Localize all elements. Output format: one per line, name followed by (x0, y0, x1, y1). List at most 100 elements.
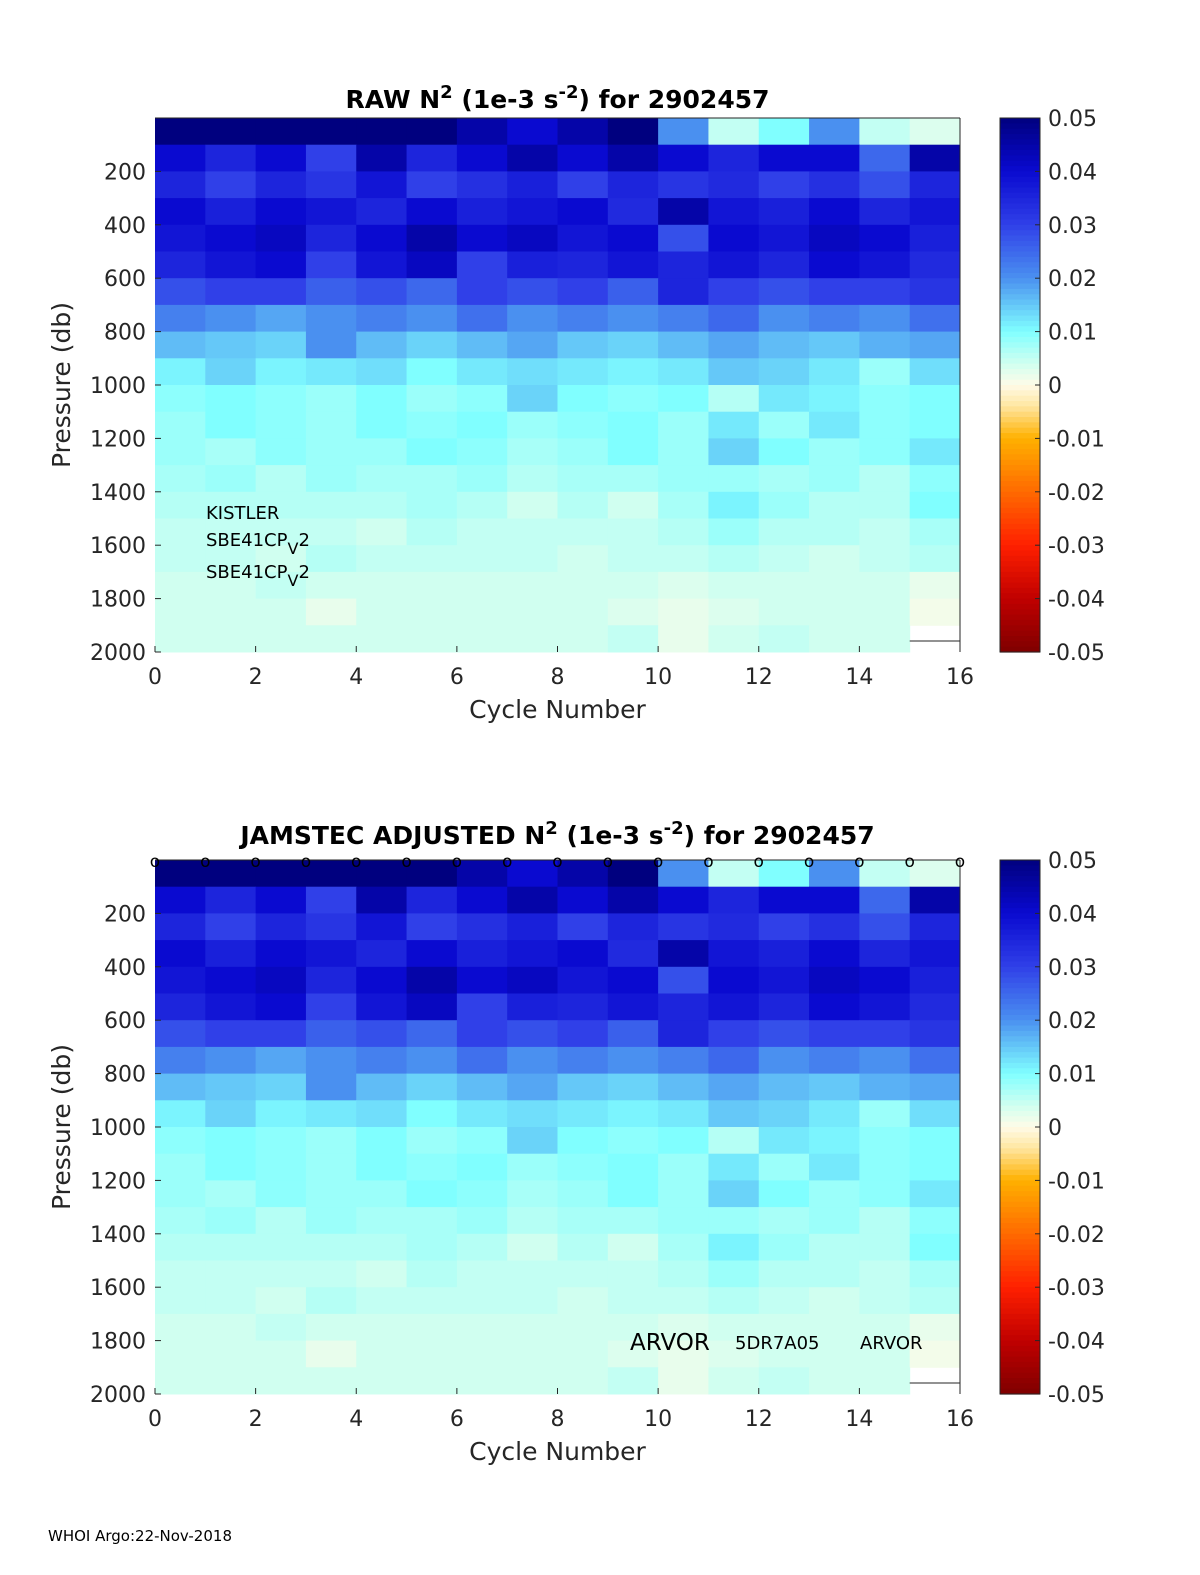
sensor-annotation: 5DR7A05 (735, 1333, 820, 1354)
heatmap-cell (909, 358, 961, 386)
heatmap-cell (406, 251, 458, 279)
heatmap-cell (708, 278, 760, 306)
heatmap-cell (557, 966, 609, 994)
heatmap-cell (708, 118, 760, 146)
heatmap-cell (708, 940, 760, 968)
heatmap-cell (305, 518, 357, 546)
heatmap-cell (255, 1020, 307, 1048)
colorbar-segment (1000, 1260, 1040, 1267)
heatmap-cell (406, 1313, 458, 1342)
colorbar-segment (1000, 934, 1040, 941)
heatmap-cell (406, 1340, 458, 1368)
heatmap-cell (406, 1233, 458, 1261)
heatmap-cell (909, 1180, 961, 1208)
colorbar-segment (1000, 972, 1040, 979)
heatmap-cell (406, 518, 458, 546)
heatmap-cell (758, 1313, 810, 1342)
heatmap-cell (406, 331, 458, 359)
colorbar-segment (1000, 491, 1040, 498)
heatmap-cell (607, 224, 659, 252)
colorbar-segment (1000, 897, 1040, 904)
heatmap-cell (758, 1287, 810, 1315)
colorbar-segment (1000, 315, 1040, 322)
heatmap-cell (859, 331, 911, 359)
heatmap-cell (305, 886, 357, 914)
heatmap-cell (507, 251, 558, 279)
y-tick-label: 200 (104, 902, 146, 927)
heatmap-cell (406, 1100, 458, 1128)
heatmap-cell (607, 860, 659, 888)
heatmap-cell (456, 886, 508, 914)
colorbar-segment (1000, 1324, 1040, 1331)
heatmap-cell (305, 1153, 357, 1181)
heatmap-cell (909, 545, 961, 573)
heatmap-cell (557, 571, 609, 600)
heatmap-cell (708, 1020, 760, 1048)
heatmap-cell (758, 545, 810, 573)
heatmap-cell (155, 411, 206, 439)
colorbar-tick-label: -0.02 (1048, 481, 1105, 506)
colorbar-segment (1000, 390, 1040, 397)
heatmap-cell (406, 1153, 458, 1181)
heatmap-cell (356, 438, 408, 466)
heatmap-cell (557, 1367, 609, 1395)
colorbar-tick-label: 0.05 (1048, 849, 1097, 874)
heatmap-cell (758, 491, 810, 519)
heatmap-cell (255, 1127, 307, 1155)
heatmap-cell (909, 331, 961, 359)
x-tick-label: 4 (349, 1407, 363, 1432)
heatmap-cell (205, 144, 257, 172)
colorbar-tick-label: 0 (1048, 1116, 1062, 1141)
heatmap-cell (809, 1340, 860, 1368)
heatmap-cell (456, 251, 508, 279)
heatmap-cell (607, 1127, 659, 1155)
heatmap-cell (708, 1046, 760, 1075)
colorbar-segment (1000, 550, 1040, 557)
y-tick-label: 1800 (90, 1330, 146, 1355)
y-tick-label: 1400 (90, 1223, 146, 1248)
y-tick-label: 600 (104, 267, 146, 292)
heatmap-cell (255, 598, 307, 626)
heatmap-cell (507, 966, 558, 994)
colorbar-segment (1000, 422, 1040, 429)
heatmap-cell (607, 385, 659, 413)
heatmap-cell (809, 1313, 860, 1342)
colorbar-segment (1000, 1351, 1040, 1358)
colorbar-segment (1000, 443, 1040, 450)
heatmap-cell (255, 1340, 307, 1368)
heatmap-cell (859, 625, 911, 653)
heatmap-cell (155, 331, 206, 359)
heatmap-cell (356, 1153, 408, 1181)
x-tick-label: 2 (249, 1407, 263, 1432)
heatmap-cell (658, 1313, 709, 1342)
x-tick-label: 0 (148, 1407, 162, 1432)
heatmap-cell (557, 224, 609, 252)
heatmap-cell (758, 598, 810, 626)
heatmap-cell (909, 1313, 961, 1342)
x-tick-label: 14 (845, 665, 873, 690)
heatmap-cell (758, 1180, 810, 1208)
colorbar-segment (1000, 876, 1040, 882)
colorbar-segment (1000, 1004, 1040, 1011)
colorbar-tick-label: 0.03 (1048, 214, 1097, 239)
heatmap-cell (507, 1046, 558, 1075)
colorbar-segment (1000, 1127, 1040, 1133)
colorbar-segment (1000, 1271, 1040, 1278)
title-sup1: 2 (440, 82, 453, 103)
heatmap-cell (356, 224, 408, 252)
heatmap-cell (758, 1153, 810, 1181)
heatmap-cell (205, 491, 257, 519)
heatmap-cell (406, 304, 458, 333)
heatmap-cell (155, 625, 206, 653)
colorbar-segment (1000, 187, 1040, 194)
heatmap-cell (909, 940, 961, 968)
colorbar-segment (1000, 545, 1040, 552)
heatmap-cell (658, 1073, 709, 1101)
heatmap-cell (155, 1100, 206, 1128)
heatmap-cell (205, 385, 257, 413)
heatmap-cell (909, 465, 961, 493)
colorbar-segment (1000, 1340, 1040, 1347)
heatmap-cell (305, 1207, 357, 1235)
heatmap-cell (305, 1020, 357, 1048)
